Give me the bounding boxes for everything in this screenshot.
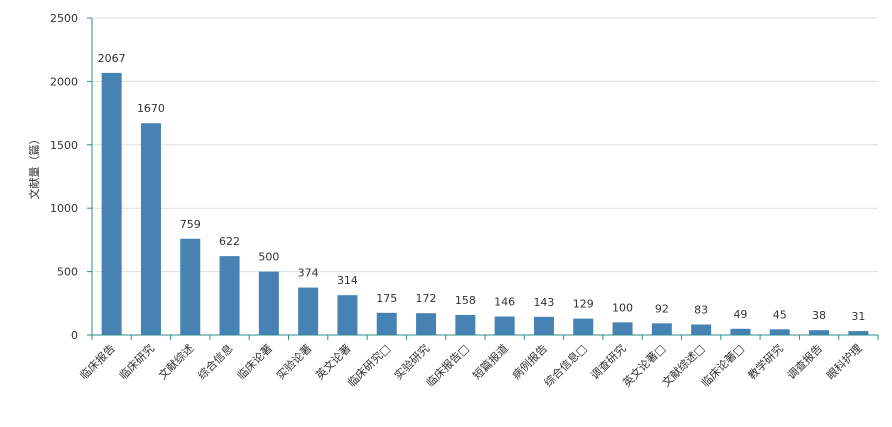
- data-label: 92: [655, 302, 669, 315]
- bar: [455, 314, 476, 335]
- data-label: 374: [298, 267, 319, 280]
- y-tick-label: 2000: [50, 75, 78, 88]
- bar: [573, 318, 594, 335]
- x-tick-label: 文献综述: [155, 341, 196, 382]
- y-tick-label: 500: [57, 266, 78, 279]
- data-label: 2067: [98, 52, 126, 65]
- data-label: 500: [258, 251, 279, 264]
- x-tick-label: 实验研究: [391, 341, 432, 382]
- x-tick-label: 实验论著: [273, 341, 314, 382]
- x-tick-label: 英文论著: [313, 341, 354, 382]
- x-tick-label: 教学研究: [745, 341, 786, 382]
- data-label: 129: [573, 298, 594, 311]
- x-tick-label: 眼科护理: [823, 341, 864, 382]
- data-label: 38: [812, 309, 826, 322]
- x-tick-label: 临床研究□: [345, 341, 393, 389]
- data-label: 49: [733, 308, 747, 321]
- bar: [416, 313, 437, 335]
- bars: [101, 72, 869, 335]
- data-label: 100: [612, 301, 633, 314]
- x-tick-label: 临床研究: [116, 341, 157, 382]
- x-tick-label: 临床论著□: [698, 341, 746, 389]
- bar: [180, 238, 201, 335]
- bar: [533, 316, 554, 335]
- x-tick-labels: 临床报告临床研究文献综述综合信息临床论著实验论著英文论著临床研究□实验研究临床报…: [77, 341, 865, 389]
- bar: [809, 330, 830, 335]
- data-label: 175: [376, 292, 397, 305]
- y-tick-label: 1000: [50, 202, 78, 215]
- bar: [101, 72, 122, 335]
- bar: [769, 329, 790, 335]
- data-label: 622: [219, 235, 240, 248]
- x-tick-label: 临床报告: [77, 341, 118, 382]
- data-label: 314: [337, 274, 358, 287]
- bar: [494, 316, 515, 335]
- data-label: 31: [851, 310, 865, 323]
- x-tick-label: 调查报告: [784, 341, 825, 382]
- bar: [298, 287, 319, 335]
- y-tick-label: 0: [71, 329, 78, 342]
- x-tick-label: 短篇报道: [470, 341, 511, 382]
- bar: [337, 295, 358, 335]
- data-label: 146: [494, 295, 515, 308]
- bar: [848, 331, 869, 335]
- data-label: 759: [180, 218, 201, 231]
- x-tick-label: 临床报告□: [423, 341, 471, 389]
- data-label: 158: [455, 294, 476, 307]
- grid-lines: [92, 17, 878, 273]
- x-tick-label: 病例报告: [509, 341, 550, 382]
- bar: [258, 271, 279, 335]
- data-label: 143: [533, 296, 554, 309]
- y-axis-label: 文献量（篇）: [27, 134, 41, 200]
- y-tick-label: 2500: [50, 12, 78, 25]
- x-tick-label: 调查研究: [588, 341, 629, 382]
- bar: [140, 123, 161, 335]
- data-label: 45: [773, 308, 787, 321]
- data-label: 1670: [137, 102, 165, 115]
- x-tick-label: 综合信息□: [541, 341, 589, 389]
- data-label: 172: [416, 292, 437, 305]
- bar: [730, 328, 751, 335]
- axes: [87, 17, 879, 340]
- data-labels: 2067 1670 759 622 500 374 314 175 172 158 146 143 12…: [98, 52, 866, 323]
- y-tick-labels: 0 500 1000 1500 2000 2500: [50, 12, 78, 342]
- y-tick-label: 1500: [50, 139, 78, 152]
- bar: [651, 323, 672, 335]
- x-tick-label: 临床论著: [234, 341, 275, 382]
- x-tick-label: 综合信息: [195, 341, 236, 382]
- bar: [376, 312, 397, 335]
- bar: [691, 324, 712, 335]
- bar: [612, 322, 633, 335]
- data-label: 83: [694, 303, 708, 316]
- bar: [219, 256, 240, 335]
